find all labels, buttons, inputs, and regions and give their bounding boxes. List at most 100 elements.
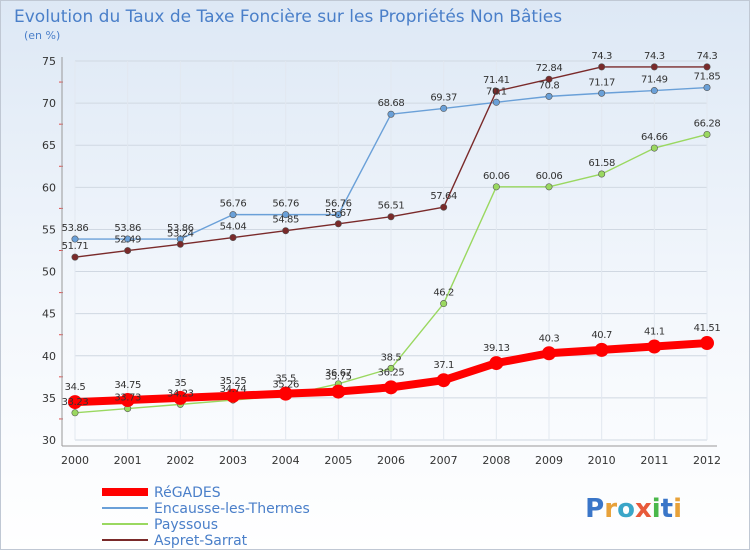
data-point	[387, 364, 395, 372]
data-label: 56.51	[378, 201, 405, 212]
x-tick-label: 2003	[219, 454, 247, 467]
data-point	[440, 203, 448, 211]
data-point	[229, 211, 237, 219]
data-point	[492, 183, 500, 191]
data-point	[71, 235, 79, 243]
data-point	[229, 234, 237, 242]
y-tick-label: 55	[42, 223, 56, 236]
data-point	[647, 339, 662, 354]
data-point	[120, 392, 135, 407]
data-label: 33.23	[62, 397, 89, 408]
data-label: 53.24	[167, 228, 194, 239]
y-tick-label: 75	[42, 55, 56, 68]
data-point	[436, 373, 451, 388]
data-label: 71.17	[588, 77, 615, 88]
chart-subtitle: (en %)	[24, 29, 60, 42]
data-point	[278, 386, 293, 401]
data-point	[703, 84, 711, 92]
data-label: 56.76	[220, 199, 247, 210]
data-label: 34.5	[65, 382, 86, 393]
data-label: 53.86	[62, 223, 89, 234]
data-label: 39.13	[483, 343, 510, 354]
data-label: 35.5	[275, 374, 296, 385]
data-point	[703, 63, 711, 71]
data-point	[71, 409, 79, 417]
data-label: 64.66	[641, 132, 668, 143]
x-tick-label: 2010	[588, 454, 616, 467]
brand-letter: x	[635, 494, 652, 524]
data-label: 72.84	[536, 63, 563, 74]
data-point	[545, 183, 553, 191]
data-point	[650, 63, 658, 71]
data-label: 35.26	[272, 380, 299, 391]
data-point	[334, 220, 342, 228]
data-label: 53.86	[114, 223, 141, 234]
data-point	[492, 98, 500, 106]
data-point	[594, 342, 609, 357]
data-label: 46.2	[433, 288, 454, 299]
data-label: 38.5	[381, 352, 402, 363]
data-point	[545, 92, 553, 100]
x-tick-label: 2009	[535, 454, 563, 467]
legend-label: Encausse-les-Thermes	[154, 501, 310, 517]
data-label: 56.76	[272, 199, 299, 210]
brand-logo: Proxiti	[585, 494, 682, 524]
data-label: 33.73	[114, 393, 141, 404]
data-point	[598, 170, 606, 178]
data-point	[700, 336, 714, 351]
brand-letter: i	[652, 494, 661, 524]
data-label: 54.85	[272, 215, 299, 226]
data-label: 61.58	[588, 158, 615, 169]
grid	[74, 60, 708, 441]
brand-letter: i	[673, 494, 682, 524]
chart-title: Evolution du Taux de Taxe Foncière sur l…	[14, 7, 562, 27]
data-point	[598, 63, 606, 71]
data-point	[440, 300, 448, 308]
legend-label: Aspret-Sarrat	[154, 533, 248, 549]
brand-letter: r	[604, 494, 617, 524]
data-label: 34.75	[114, 380, 141, 391]
data-point	[387, 110, 395, 118]
data-label: 35.25	[220, 376, 247, 387]
brand-letter: t	[661, 494, 673, 524]
axes: 30 35 40 45 50 55 60 65 70 75 2000 2001 2002 2003 2004…	[42, 55, 721, 467]
legend: RéGADESEncausse-les-ThermesPayssousAspre…	[102, 485, 310, 549]
data-label: 53.86	[167, 223, 194, 234]
x-tick-label: 2007	[430, 454, 458, 467]
data-label: 60.06	[483, 171, 510, 182]
x-tick-label: 2005	[324, 454, 352, 467]
data-label: 70.8	[539, 80, 560, 91]
brand-letter: P	[585, 494, 604, 524]
data-point	[542, 346, 556, 361]
data-label: 68.68	[378, 98, 405, 109]
data-point	[650, 144, 658, 152]
data-point	[384, 380, 398, 395]
data-label: 37.1	[433, 360, 454, 371]
data-point	[545, 75, 553, 83]
y-tick-label: 30	[42, 434, 56, 447]
data-label: 71.85	[694, 72, 721, 83]
data-point	[124, 235, 132, 243]
data-point	[282, 211, 290, 219]
data-label: 52.49	[114, 235, 141, 246]
y-tick-label: 45	[42, 308, 56, 321]
x-tick-label: 2012	[693, 454, 721, 467]
data-label: 60.06	[536, 171, 563, 182]
data-point	[650, 87, 658, 95]
data-label: 35	[174, 378, 186, 389]
x-tick-label: 2008	[482, 454, 510, 467]
data-point	[331, 384, 346, 399]
y-tick-label: 60	[42, 181, 56, 194]
legend-label: RéGADES	[154, 485, 221, 501]
brand-letter: o	[617, 494, 635, 524]
data-point	[492, 87, 500, 95]
data-label: 54.04	[220, 222, 247, 233]
series-group	[68, 63, 714, 417]
x-tick-label: 2006	[377, 454, 405, 467]
y-tick-label: 50	[42, 266, 56, 279]
data-point	[440, 104, 448, 112]
data-label: 71.49	[641, 75, 668, 86]
x-tick-label: 2004	[272, 454, 300, 467]
y-tick-label: 40	[42, 350, 56, 363]
data-label: 55.67	[325, 208, 352, 219]
